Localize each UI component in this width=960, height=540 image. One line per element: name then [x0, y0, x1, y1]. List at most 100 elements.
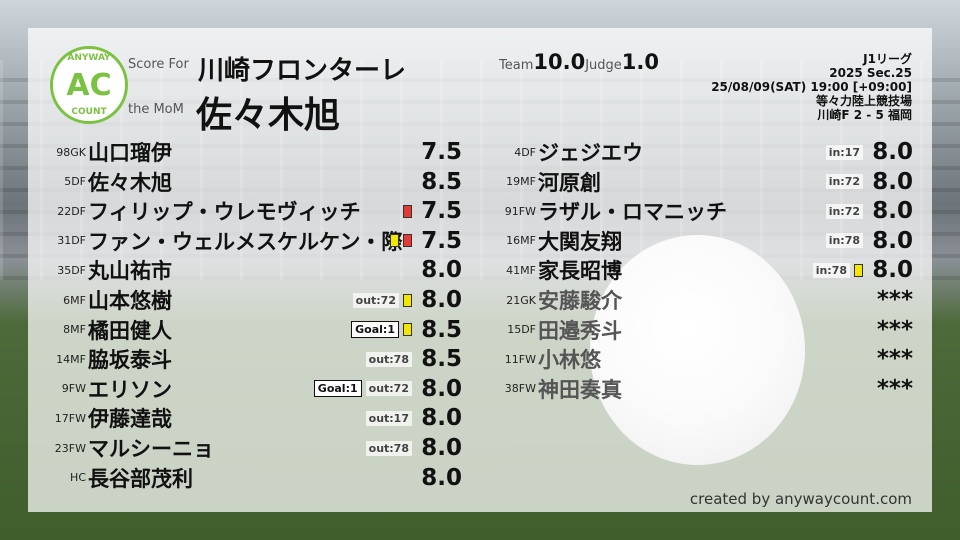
player-score: 8.0	[872, 168, 913, 195]
player-position: 17FW	[54, 411, 86, 425]
player-position: 19MF	[506, 175, 536, 189]
player-row: HC 長谷部茂利 8.0	[70, 464, 462, 492]
player-name: 田邉秀斗	[538, 318, 622, 343]
logo-text-ac: AC	[66, 68, 112, 103]
result: 川崎F 2 - 5 福岡	[817, 108, 912, 122]
judge-label: Judge	[585, 58, 622, 73]
player-position: 98GK	[56, 145, 86, 159]
goal-badge: Goal:1	[351, 321, 399, 339]
player-name: ジェジエウ	[538, 141, 643, 165]
player-stats: Goal:1 out:72 8.0	[313, 375, 462, 402]
team-name: 川崎フロンターレ	[198, 56, 407, 86]
player-name: 神田奏真	[538, 377, 622, 402]
player-name: 長谷部茂利	[88, 466, 193, 491]
player-row: 5DF 佐々木旭 8.5	[64, 168, 462, 196]
player-name: 丸山祐市	[88, 259, 172, 284]
player-position: 31DF	[57, 234, 86, 248]
player-stats: ***	[867, 287, 913, 313]
sub-badge: in:17	[825, 144, 863, 160]
score-for-label: Score For	[128, 57, 189, 72]
player-name: 山本悠樹	[88, 289, 172, 313]
sub-badge: out:17	[365, 410, 412, 426]
player-row: 17FW 伊藤達哉 out:17 8.0	[55, 404, 462, 432]
player-stats: ***	[867, 376, 913, 402]
player-row: 9FW エリソン Goal:1 out:72 8.0	[62, 375, 462, 403]
sub-badge: in:78	[825, 233, 863, 249]
player-name: 河原創	[538, 170, 601, 195]
player-position: 91FW	[504, 204, 536, 218]
venue: 等々力陸上競技場	[815, 94, 912, 108]
mom-player: 佐々木旭	[196, 95, 341, 136]
red-card-icon	[403, 204, 412, 218]
player-score: ***	[876, 316, 913, 343]
player-name: 伊藤達哉	[88, 407, 172, 432]
player-row: 35DF 丸山祐市 8.0	[57, 256, 462, 284]
player-position: HC	[70, 471, 86, 485]
player-position: 23FW	[54, 441, 86, 455]
player-position: 22DF	[57, 204, 86, 218]
player-name: フィリップ・ウレモヴィッチ	[88, 200, 361, 225]
sub-badge: out:78	[365, 351, 412, 367]
yellow-card-icon	[390, 234, 399, 248]
player-position: 4DF	[514, 145, 536, 159]
player-name: 佐々木旭	[88, 170, 172, 195]
match-info: J1リーグ 2025 Sec.25 25/08/09(SAT) 19:00 [+…	[711, 52, 912, 122]
player-position: 6MF	[63, 293, 86, 307]
sub-badge: in:72	[825, 174, 863, 190]
player-row: 91FW ラザル・ロマニッチ in:72 8.0	[505, 197, 913, 225]
player-row: 14MF 脇坂泰斗 out:78 8.5	[56, 345, 462, 373]
player-stats: 8.0	[416, 465, 462, 491]
player-position: 41MF	[506, 263, 536, 277]
player-score: 8.0	[421, 435, 462, 461]
datetime: 25/08/09(SAT) 19:00 [+09:00]	[711, 80, 912, 94]
player-stats: 7.5	[403, 198, 462, 224]
player-row: 31DF ファン・ウェルメスケルケン・際 7.5	[57, 227, 462, 255]
player-row: 22DF フィリップ・ウレモヴィッチ 7.5	[57, 197, 462, 225]
player-score: 7.5	[421, 198, 462, 225]
yellow-card-icon	[403, 293, 412, 307]
yellow-card-icon	[854, 263, 863, 277]
logo-text-bottom: COUNT	[71, 107, 107, 117]
player-stats: in:78 8.0	[812, 257, 913, 284]
player-score: 8.0	[872, 257, 913, 284]
player-row: 4DF ジェジエウ in:17 8.0	[514, 138, 913, 166]
credit: created by anywaycount.com	[689, 490, 912, 508]
player-stats: Goal:1 8.5	[351, 317, 462, 343]
player-position: 14MF	[56, 352, 86, 366]
mom-label: the MoM	[128, 102, 184, 117]
player-row: 98GK 山口瑠伊 7.5	[56, 138, 462, 166]
yellow-card-icon	[403, 323, 412, 337]
sub-badge: in:72	[825, 203, 863, 219]
player-name: マルシーニョ	[88, 437, 214, 461]
section: 2025 Sec.25	[829, 66, 912, 80]
player-score: 8.0	[421, 375, 462, 402]
player-name: ラザル・ロマニッチ	[538, 200, 727, 225]
player-row: 21GK 安藤駿介 ***	[506, 286, 913, 314]
player-score: ***	[876, 346, 913, 373]
player-stats: 7.5	[416, 139, 462, 165]
red-card-icon	[403, 234, 412, 248]
sub-badge: out:72	[352, 292, 399, 308]
player-row: 15DF 田邉秀斗 ***	[507, 316, 913, 344]
player-position: 9FW	[61, 382, 86, 396]
player-score: 8.5	[421, 316, 462, 343]
player-stats: out:78 8.0	[365, 435, 462, 461]
player-stats: in:78 8.0	[825, 228, 913, 254]
player-name: 安藤駿介	[538, 289, 622, 313]
player-row: 16MF 大関友翔 in:78 8.0	[506, 227, 913, 255]
score-panel	[28, 28, 932, 512]
player-name: ファン・ウェルメスケルケン・際	[88, 229, 403, 254]
team-judge-scores: Team 10.0 Judge 1.0	[499, 50, 659, 74]
player-name: 脇坂泰斗	[88, 348, 172, 373]
player-stats: 8.5	[416, 169, 462, 195]
player-stats: ***	[867, 317, 913, 343]
player-name: 小林悠	[538, 348, 601, 373]
judge-score: 1.0	[621, 50, 659, 74]
player-position: 35DF	[57, 263, 86, 277]
player-position: 8MF	[63, 323, 86, 337]
player-position: 15DF	[507, 323, 536, 337]
player-score: 8.0	[872, 139, 913, 165]
player-name: 橘田健人	[88, 318, 172, 343]
player-stats: 7.5	[390, 228, 462, 254]
player-stats: out:17 8.0	[365, 405, 462, 431]
